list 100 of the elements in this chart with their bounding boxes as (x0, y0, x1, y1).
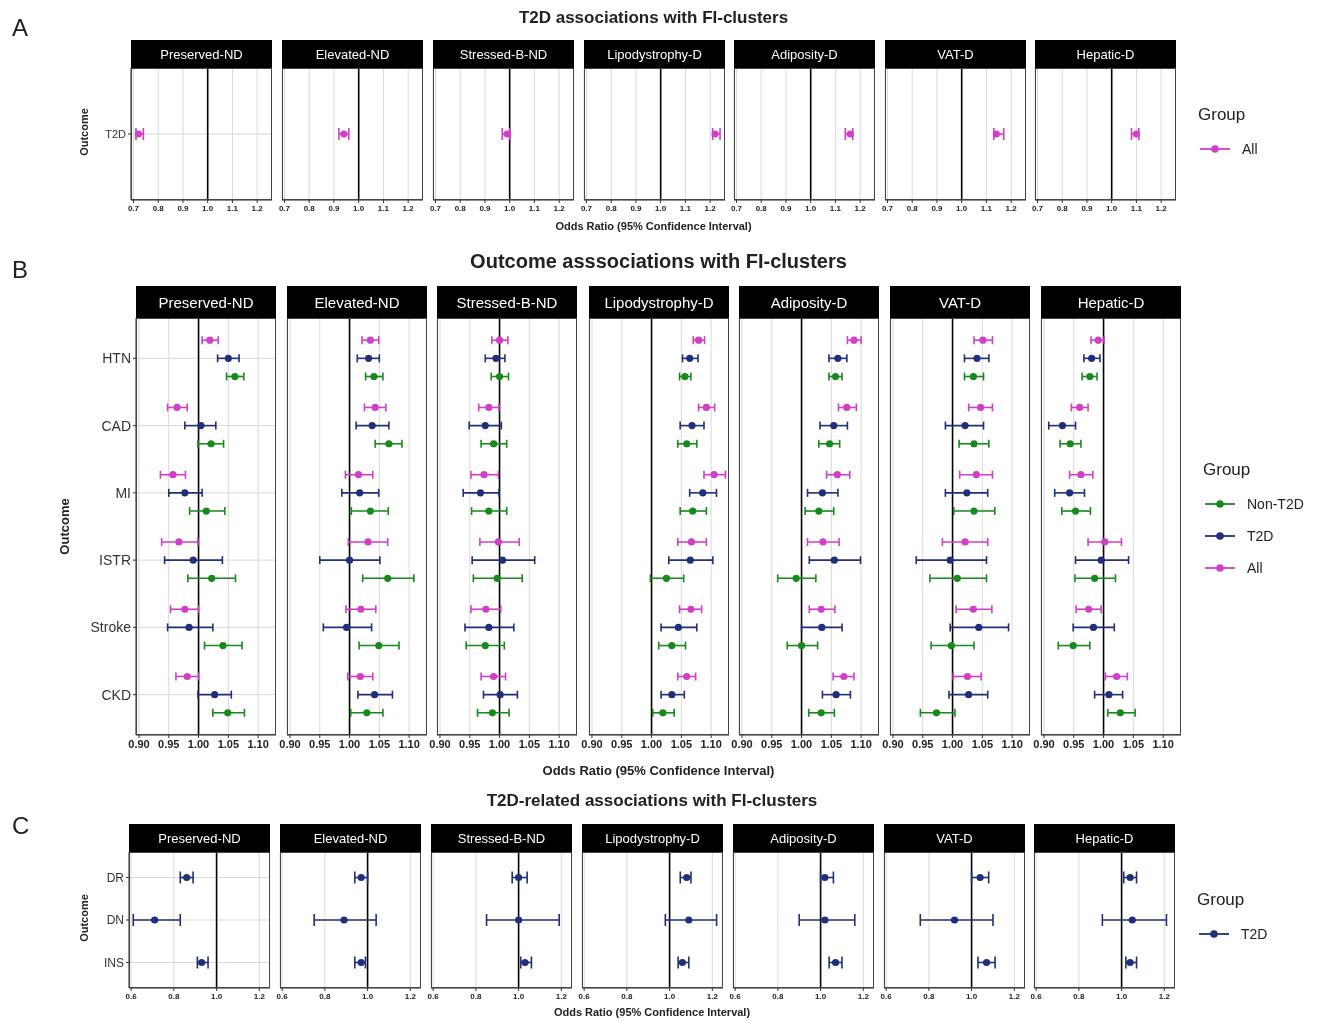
x-tick-label: 1.0 (513, 991, 525, 1001)
x-tick-label: 0.8 (1056, 203, 1069, 213)
chart-title: Hepatic-D (1041, 286, 1181, 318)
x-tick-label: 1.0 (815, 991, 827, 1001)
x-tick-label: 0.90 (882, 737, 904, 750)
x-axis-title: Odds Ratio (95% Confidence Interval) (552, 1006, 752, 1018)
x-tick-label: 0.90 (279, 737, 301, 750)
x-tick-label: 0.90 (731, 737, 753, 750)
x-tick-label: 1.2 (857, 991, 870, 1001)
x-tick-label: 0.90 (128, 737, 150, 750)
legend-title: Group (1197, 890, 1246, 910)
y-tick-label: HTN (102, 350, 131, 367)
x-tick-label: 1.0 (956, 203, 968, 213)
x-tick-label: 0.9 (328, 203, 341, 213)
x-tick-label: 1.0 (211, 991, 223, 1001)
chart-title: Stressed-B-ND (433, 40, 574, 68)
chart-title: Stressed-B-ND (437, 286, 577, 318)
x-tick-label: 1.1 (226, 203, 239, 213)
x-tick-label: 0.8 (470, 991, 482, 1001)
x-tick-label: 0.6 (1030, 991, 1043, 1001)
x-tick-label: 1.2 (1155, 203, 1168, 213)
x-tick-label: 1.00 (941, 737, 964, 750)
x-tick-label: 1.2 (404, 991, 417, 1001)
x-tick-label: 0.9 (780, 203, 793, 213)
chart-title: Elevated-ND (282, 40, 423, 68)
x-tick-label: 0.8 (1073, 991, 1085, 1001)
x-tick-label: 0.6 (880, 991, 893, 1001)
y-tick-label: Stroke (90, 619, 132, 636)
x-tick-label: 0.6 (276, 991, 289, 1001)
x-tick-label: 1.0 (966, 991, 978, 1001)
x-tick-label: 1.2 (1158, 991, 1171, 1001)
x-tick-label: 1.1 (980, 203, 993, 213)
text: C (12, 812, 30, 840)
chart-title: Lipodystrophy-D (582, 824, 723, 852)
chart-title: VAT-D (890, 286, 1030, 318)
x-tick-label: 0.90 (429, 737, 451, 750)
x-tick-label: 1.1 (528, 203, 541, 213)
x-tick-label: 0.8 (923, 991, 935, 1001)
x-tick-label: 1.10 (1001, 737, 1023, 750)
x-tick-label: 0.8 (319, 991, 331, 1001)
chart-title: Adiposity-D (733, 824, 874, 852)
x-tick-label: 1.10 (700, 737, 722, 750)
x-tick-label: 1.00 (338, 737, 361, 750)
x-tick-label: 1.05 (518, 737, 541, 750)
y-tick-label: ISTR (99, 552, 131, 569)
x-tick-label: 1.05 (670, 737, 693, 750)
x-tick-label: 0.7 (730, 203, 743, 213)
x-tick-label: 0.90 (581, 737, 603, 750)
x-tick-label: 1.0 (805, 203, 817, 213)
y-tick-label: MI (115, 484, 131, 501)
y-tick-label: CAD (101, 417, 131, 434)
x-tick-label: 0.6 (729, 991, 742, 1001)
x-tick-label: 0.6 (578, 991, 591, 1001)
x-tick-label: 1.10 (850, 737, 872, 750)
x-tick-label: 1.2 (402, 203, 415, 213)
x-tick-label: 1.0 (504, 203, 516, 213)
y-tick-label: INS (103, 955, 124, 970)
chart-title: Adiposity-D (734, 40, 875, 68)
legend-label: T2D (1241, 926, 1268, 942)
x-tick-label: 1.1 (829, 203, 842, 213)
x-tick-label: 0.7 (1031, 203, 1044, 213)
x-tick-label: 0.95 (158, 737, 180, 750)
x-tick-label: 0.95 (912, 737, 934, 750)
x-tick-label: 1.2 (854, 203, 867, 213)
x-tick-label: 0.8 (621, 991, 633, 1001)
x-axis-title: Odds Ratio (95% Confidence Interval) (554, 220, 753, 232)
x-tick-label: 1.0 (353, 203, 365, 213)
x-tick-label: 1.2 (1008, 991, 1021, 1001)
x-tick-label: 1.00 (187, 737, 210, 750)
x-tick-label: 0.8 (303, 203, 316, 213)
x-tick-label: 0.8 (755, 203, 768, 213)
chart-title: Adiposity-D (739, 286, 879, 318)
chart-title: Preserved-ND (136, 286, 276, 318)
chart-title: Stressed-B-ND (431, 824, 572, 852)
x-tick-label: 0.95 (1063, 737, 1085, 750)
x-tick-label: 1.0 (202, 203, 214, 213)
x-tick-label: 1.10 (247, 737, 269, 750)
x-tick-label: 0.9 (177, 203, 190, 213)
legend-label: Non-T2D (1247, 496, 1304, 512)
x-tick-label: 1.2 (706, 991, 719, 1001)
chart-title: Lipodystrophy-D (584, 40, 725, 68)
x-tick-label: 1.10 (548, 737, 570, 750)
x-tick-label: 0.95 (309, 737, 331, 750)
legend-title: Group (1198, 105, 1247, 125)
x-tick-label: 0.8 (152, 203, 165, 213)
x-tick-label: 1.2 (1005, 203, 1018, 213)
x-tick-label: 0.7 (881, 203, 894, 213)
text: A (12, 14, 29, 42)
chart-title: Preserved-ND (129, 824, 270, 852)
text: B (12, 256, 29, 284)
text: T2D-related associations with FI-clusters (485, 791, 819, 811)
x-tick-label: 0.7 (429, 203, 442, 213)
x-tick-label: 1.05 (217, 737, 240, 750)
legend-label: T2D (1247, 528, 1274, 544)
x-tick-label: 1.10 (398, 737, 420, 750)
x-tick-label: 0.8 (906, 203, 919, 213)
chart-title: Lipodystrophy-D (589, 286, 729, 318)
x-tick-label: 1.05 (971, 737, 994, 750)
x-tick-label: 0.7 (127, 203, 140, 213)
x-tick-label: 0.9 (931, 203, 944, 213)
